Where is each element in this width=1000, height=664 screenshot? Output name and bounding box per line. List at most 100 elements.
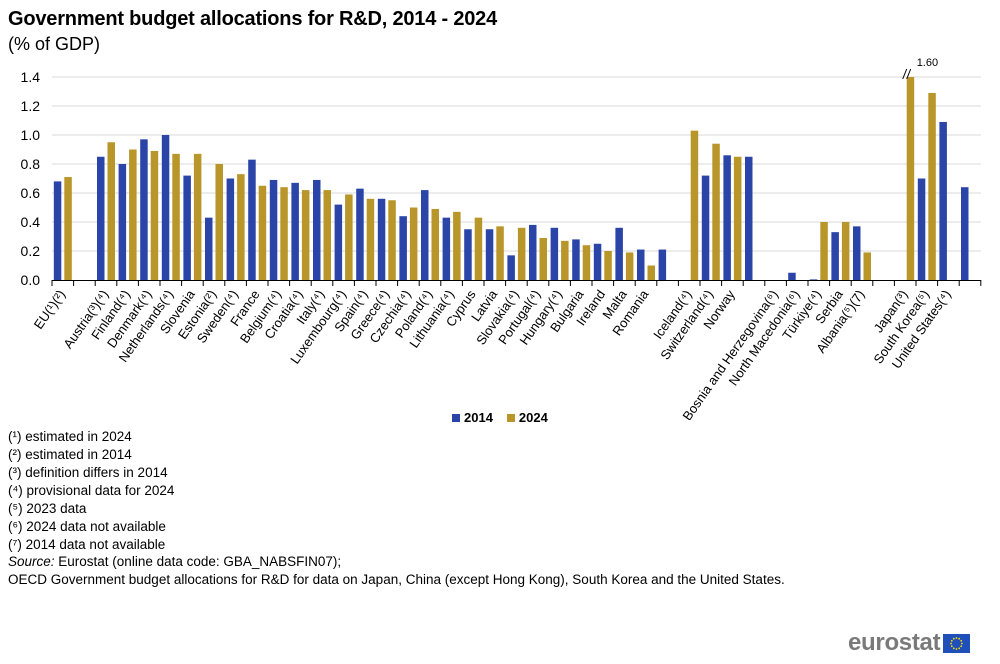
bar-2014[interactable]	[334, 204, 343, 280]
bar-2014[interactable]	[205, 217, 213, 280]
bar-2014[interactable]	[248, 159, 256, 280]
y-tick-label: 0.6	[21, 185, 41, 201]
bar-2024[interactable]	[237, 174, 245, 280]
bar-2014[interactable]	[745, 156, 753, 280]
bar-2024[interactable]	[345, 194, 353, 280]
bar-2014[interactable]	[529, 224, 537, 280]
bar-2024[interactable]	[517, 227, 526, 280]
bar-2024[interactable]	[561, 240, 569, 280]
footnotes: (¹) estimated in 2024 (²) estimated in 2…	[8, 428, 174, 554]
bar-2024[interactable]	[582, 245, 591, 280]
y-tick-label: 1.0	[21, 127, 41, 143]
bar-chart: 0.0 0.2 0.4 0.6 0.8 1.0 1.2 1.4 EU(¹)(²)Austria…	[21, 57, 982, 420]
legend-label-2024: 2024	[518, 410, 548, 425]
bar-2024[interactable]	[129, 149, 137, 281]
bar-2024[interactable]	[409, 207, 418, 281]
bar-2014[interactable]	[809, 279, 818, 280]
footnote: (²) estimated in 2014	[8, 447, 132, 462]
bar-2014[interactable]	[550, 227, 559, 280]
bar-2024[interactable]	[906, 77, 915, 280]
bar-2024[interactable]	[280, 187, 288, 280]
bar-2014[interactable]	[226, 178, 235, 281]
footnote: (⁵) 2023 data	[8, 501, 87, 516]
bar-2024[interactable]	[150, 150, 159, 280]
bar-2024[interactable]	[539, 237, 548, 280]
bar-2024[interactable]	[863, 252, 872, 280]
bar-2014[interactable]	[313, 179, 321, 280]
bar-2024[interactable]	[820, 222, 828, 280]
bar-2024[interactable]	[690, 130, 699, 280]
annotations: 1.60	[902, 57, 938, 80]
source-label: Source:	[8, 554, 55, 569]
bar-2014[interactable]	[53, 181, 62, 280]
bar-2014[interactable]	[161, 135, 170, 280]
bar-2014[interactable]	[118, 164, 127, 280]
bar-2014[interactable]	[701, 175, 710, 280]
y-tick-label: 0.2	[21, 243, 41, 259]
bar-2014[interactable]	[723, 155, 731, 280]
x-tick-label: EU(¹)(²)	[31, 287, 69, 332]
bar-2014[interactable]	[831, 232, 839, 280]
bar-2024[interactable]	[712, 143, 720, 280]
bar-2024[interactable]	[841, 222, 850, 280]
bar-2014[interactable]	[269, 179, 278, 280]
bar-2024[interactable]	[453, 211, 461, 280]
bar-2024[interactable]	[107, 142, 116, 280]
source-note: Source: Eurostat (online data code: GBA_…	[8, 553, 788, 589]
eurostat-logo[interactable]: eurostat	[848, 629, 971, 657]
bar-2014[interactable]	[97, 156, 105, 280]
bar-2024[interactable]	[215, 164, 224, 280]
bar-2014[interactable]	[788, 272, 796, 280]
bar-2014[interactable]	[853, 226, 861, 280]
chart-subtitle: (% of GDP)	[8, 34, 101, 54]
bar-2014[interactable]	[658, 249, 667, 280]
legend-item-2014[interactable]: 2014	[452, 410, 493, 425]
bar-2014[interactable]	[356, 188, 364, 280]
bar-2014[interactable]	[442, 217, 451, 280]
bar-2014[interactable]	[939, 121, 947, 280]
bar-2024[interactable]	[258, 185, 267, 280]
source-line-2: OECD Government budget allocations for R…	[8, 572, 785, 587]
bar-2014[interactable]	[183, 175, 191, 280]
bar-2014[interactable]	[291, 182, 299, 280]
data-label: 1.60	[917, 57, 938, 69]
bar-2014[interactable]	[507, 255, 515, 280]
bar-2014[interactable]	[572, 239, 580, 280]
bar-2024[interactable]	[172, 153, 180, 280]
bar-2024[interactable]	[647, 265, 656, 281]
legend-swatch-2014	[452, 413, 460, 422]
bar-2024[interactable]	[496, 226, 504, 280]
bar-2024[interactable]	[301, 190, 310, 280]
bar-2024[interactable]	[193, 153, 202, 280]
footnote: (¹) estimated in 2024	[8, 429, 132, 444]
bar-2024[interactable]	[733, 156, 742, 280]
bar-2014[interactable]	[377, 198, 386, 280]
bar-2014[interactable]	[421, 190, 429, 280]
footnote: (³) definition differs in 2014	[8, 465, 168, 480]
bars	[53, 77, 969, 281]
bar-2014[interactable]	[593, 243, 602, 280]
bar-2024[interactable]	[323, 190, 332, 280]
footnote: (⁷) 2014 data not available	[8, 537, 166, 552]
legend-item-2024[interactable]: 2024	[506, 410, 548, 425]
bar-2024[interactable]	[431, 208, 440, 280]
bar-2024[interactable]	[604, 251, 612, 280]
y-tick-label: 1.2	[21, 98, 41, 114]
bar-2024[interactable]	[928, 92, 936, 280]
bar-2014[interactable]	[615, 227, 623, 280]
y-tick-label: 0.4	[21, 214, 41, 230]
bar-2014[interactable]	[485, 229, 494, 280]
y-tick-label: 1.4	[21, 69, 41, 85]
bar-2014[interactable]	[637, 249, 645, 280]
bar-2024[interactable]	[625, 252, 634, 280]
bar-2014[interactable]	[140, 139, 148, 280]
bar-2014[interactable]	[961, 187, 969, 280]
bar-2024[interactable]	[388, 200, 396, 280]
bar-2024[interactable]	[366, 198, 375, 280]
bar-2014[interactable]	[917, 178, 926, 281]
bar-2024[interactable]	[64, 177, 72, 280]
bar-2014[interactable]	[464, 229, 472, 280]
bar-2014[interactable]	[399, 216, 407, 280]
bar-2024[interactable]	[474, 217, 483, 280]
y-axis-ticks: 0.0 0.2 0.4 0.6 0.8 1.0 1.2 1.4	[21, 69, 41, 288]
